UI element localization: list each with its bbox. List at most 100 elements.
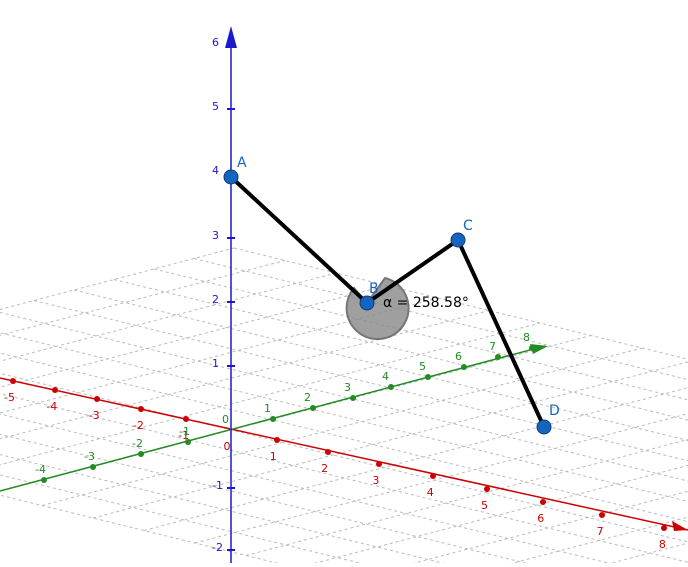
y-tick-label: 0 [222,413,229,426]
point [536,419,552,435]
y-tick-label: 1 [264,402,271,415]
y-tick-label: 7 [489,340,496,353]
grid-line [33,300,688,462]
grid [0,247,688,563]
point-label: B [369,281,379,297]
y-tick-label: -3 [84,450,95,463]
grid-line [143,387,688,531]
x-tick-label: 7 [597,525,604,538]
grid-line [0,285,388,388]
grid-line [0,311,688,482]
grid-line [0,310,490,440]
x-tick-label: 8 [659,538,666,551]
x-tick-label: -3 [89,409,100,422]
x-axis [0,377,688,531]
z-tick-label: -2 [212,541,223,554]
x-tick-label: -4 [46,400,57,413]
y-tick [310,405,316,411]
z-tick-label: 3 [212,229,219,242]
x-tick [599,512,605,518]
x-tick [274,437,280,443]
point [450,232,466,248]
y-tick-label: 5 [419,360,426,373]
x-tick [52,387,58,393]
grid-line [0,247,235,310]
x-tick [484,486,490,492]
y-tick-label: -4 [35,463,46,476]
grid-line [0,372,688,543]
y-tick [495,354,501,360]
x-tick-label: -2 [133,419,144,432]
grid-line [233,247,688,360]
x-tick-label: 1 [270,450,277,463]
x-tick [540,499,546,505]
grid-line [194,413,688,544]
y-tick [41,477,47,483]
grid-line [113,279,688,421]
y-tick [461,364,467,370]
grid-line [0,332,688,502]
z-tick-label: -1 [212,479,223,492]
x-tick-label: 6 [537,512,544,525]
grid-line [412,490,688,563]
x-tick-label: -5 [4,391,15,404]
y-tick [270,416,276,422]
y-tick [90,464,96,470]
y-tick-label: -1 [179,425,190,438]
grid-line [0,352,688,523]
x-tick [430,473,436,479]
y-tick [350,395,356,401]
grid-line [153,268,688,401]
y-tick-label: -2 [132,437,143,450]
x-tick [94,396,100,402]
y-tick [388,384,394,390]
grid-line [314,464,688,563]
grid-line [193,258,688,381]
x-tick [376,461,382,467]
grid-line [0,260,286,336]
z-tick-label: 1 [212,357,219,370]
y-tick-label: 6 [455,350,462,363]
z-tick-label: 4 [212,164,219,177]
point [223,169,239,185]
z-tick-label: 2 [212,293,219,306]
grid-line [41,347,643,506]
x-tick [183,416,189,422]
y-tick [185,439,191,445]
figure: A B C Dα = 258.58° [223,155,560,435]
grid-line [92,361,688,519]
z-arrow [225,26,237,48]
y-tick-label: 4 [382,370,389,383]
z-tick-label: 6 [212,36,219,49]
grid-line [0,393,688,563]
grid-line [73,289,688,442]
axes: -5 -4 -3 -2 -1 0 1 2 3 4 5 6 7 8 -4 -3 -2 -1 0 1 2 3 4 5 6 7 8 6 5 4 3… [0,26,688,563]
grid-line [0,454,445,563]
x-tick-label: 5 [481,499,488,512]
y-tick-label: 3 [344,381,351,394]
grid-line [0,433,528,563]
grid-line [0,494,279,563]
grid-line [0,322,541,466]
grid-line [245,438,688,556]
x-tick-label: 4 [427,486,434,499]
point-label: A [237,155,247,171]
y-tick-label: 8 [523,331,530,344]
x-tick [661,525,667,531]
angle-sector [345,276,410,341]
x-arrow [672,521,688,531]
point [359,295,375,311]
x-tick-label: 0 [224,440,231,453]
angle-label: α = 258.58° [383,295,469,311]
z-tick-label: 5 [212,100,219,113]
point-label: C [463,218,473,234]
y-tick [529,345,535,351]
x-tick [10,378,16,384]
y-tick [425,374,431,380]
grid-line [0,297,439,414]
point-label: D [549,403,560,419]
grid-line [0,413,611,563]
x-tick [325,449,331,455]
grid-line [0,474,362,563]
x-tick-label: 2 [321,462,328,475]
